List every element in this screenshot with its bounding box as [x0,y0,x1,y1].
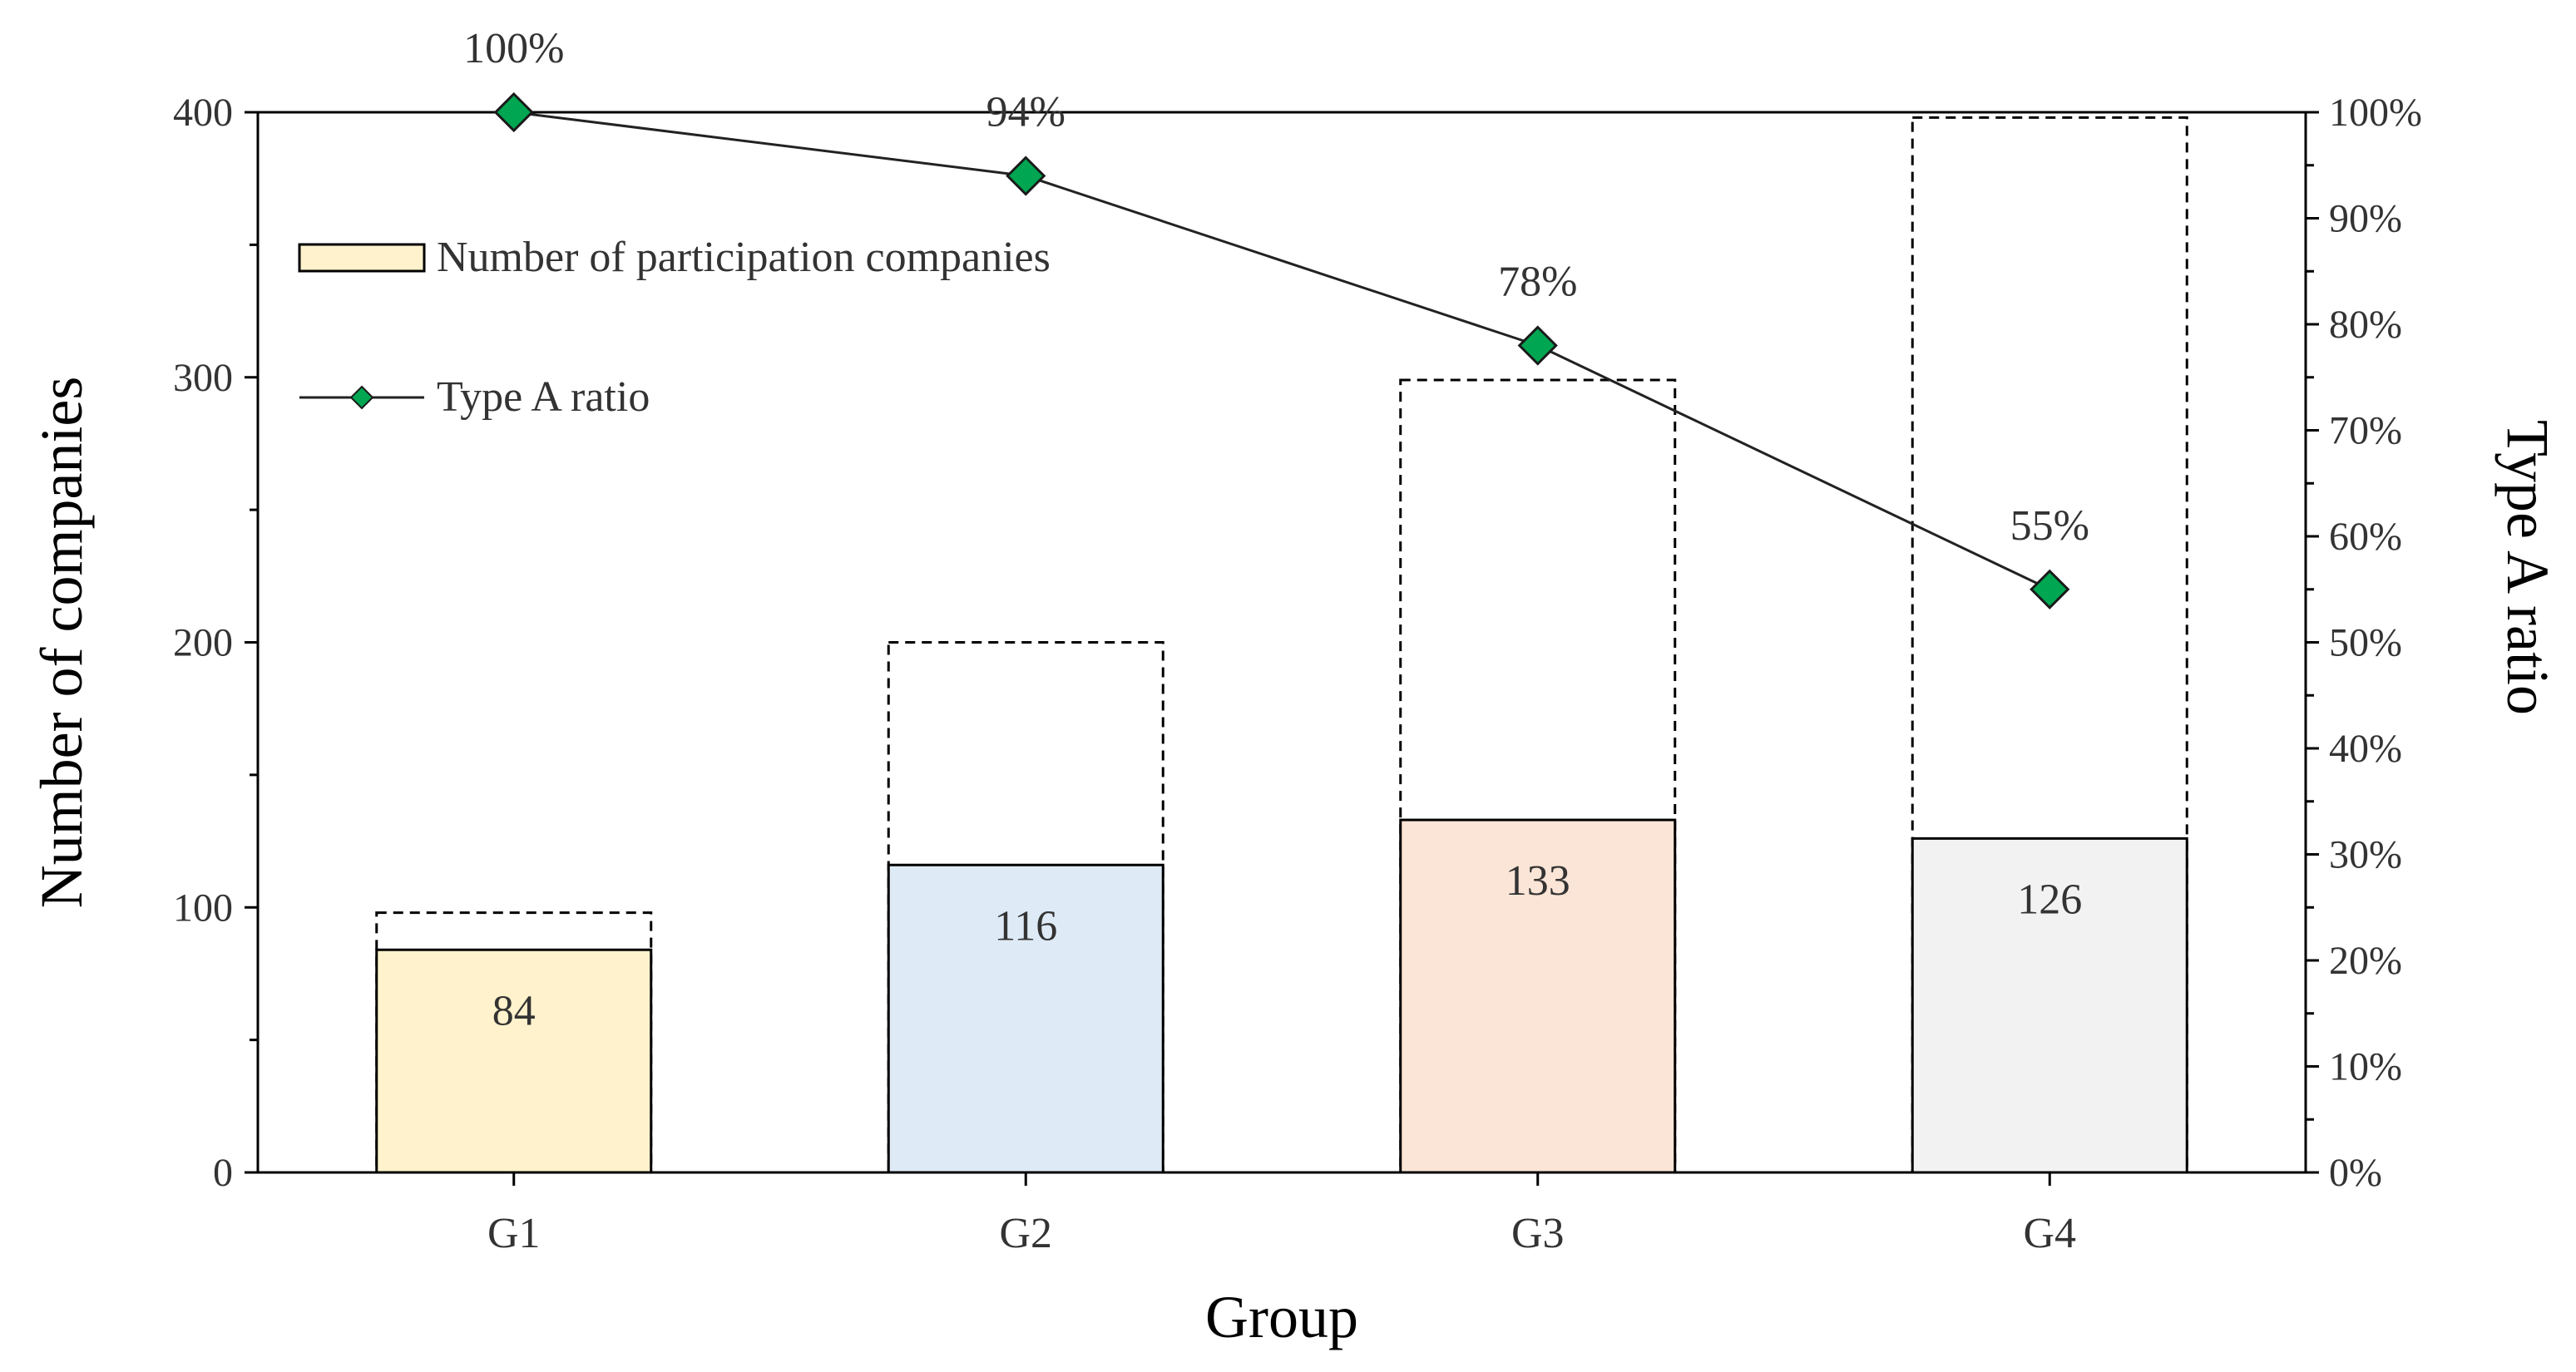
legend-marker [349,385,374,410]
y2-tick-label: 40% [2329,727,2402,771]
ratio-line [513,111,2050,591]
y-tick-label: 0 [213,1151,233,1195]
ratio-marker [1006,155,1046,196]
legend-bar-label: Number of participation companies [437,234,1051,281]
y2-tick-label: 20% [2329,939,2402,983]
ratio-value-label: 78% [1498,259,1577,306]
x-tick-label: G4 [2023,1210,2076,1257]
ratio-value-labels: 100% 94% 78% 55% [463,25,2089,550]
y2-tick-label: 70% [2329,409,2402,453]
bar-value-labels: 84 116 133 126 [492,857,2083,1034]
ratio-marker [493,91,534,133]
ratio-line-series [493,91,2070,610]
y2-tick-label: 100% [2329,91,2422,135]
y2-tick-label: 10% [2329,1045,2402,1089]
y2-tick-label: 80% [2329,303,2402,347]
ratio-marker [2030,569,2070,610]
bar-value-label: 116 [994,902,1057,950]
bars [375,818,2188,1174]
y-axis-title: Number of companies [28,377,95,909]
y2-tick-label: 0% [2329,1151,2382,1195]
bar [1911,837,2188,1174]
ratio-marker [1517,325,1558,366]
ratio-value-label: 55% [2010,502,2089,550]
bar-value-label: 126 [2017,876,2082,923]
legend-line-label: Type A ratio [437,373,650,421]
x-tick-label: G3 [1511,1210,1565,1257]
y2-tick-label: 30% [2329,833,2402,877]
x-tick-label: G2 [999,1210,1052,1257]
x-axis-title: Group [1205,1284,1358,1350]
legend: Number of participation companies Type A … [298,234,1051,421]
axes: 0 100 200 300 400 0% 10% 20% 30% 40% 50% 60% 70% 80% 9… [173,91,2422,1257]
y-tick-label: 300 [173,356,233,400]
y-tick-label: 400 [173,91,233,135]
y2-tick-label: 90% [2329,197,2402,241]
bar-value-label: 133 [1506,857,1570,905]
bar-value-label: 84 [492,987,536,1034]
y2-tick-label: 60% [2329,515,2402,559]
y-tick-label: 100 [173,886,233,930]
bar [375,948,653,1174]
ratio-value-label: 100% [463,25,564,72]
y-tick-label: 200 [173,621,233,665]
y2-axis-title: Type A ratio [2494,420,2561,715]
x-tick-label: G1 [487,1210,541,1257]
legend-bar-swatch [298,243,426,273]
ratio-value-label: 94% [986,89,1066,136]
y2-tick-label: 50% [2329,621,2402,665]
bar [1399,818,1677,1174]
